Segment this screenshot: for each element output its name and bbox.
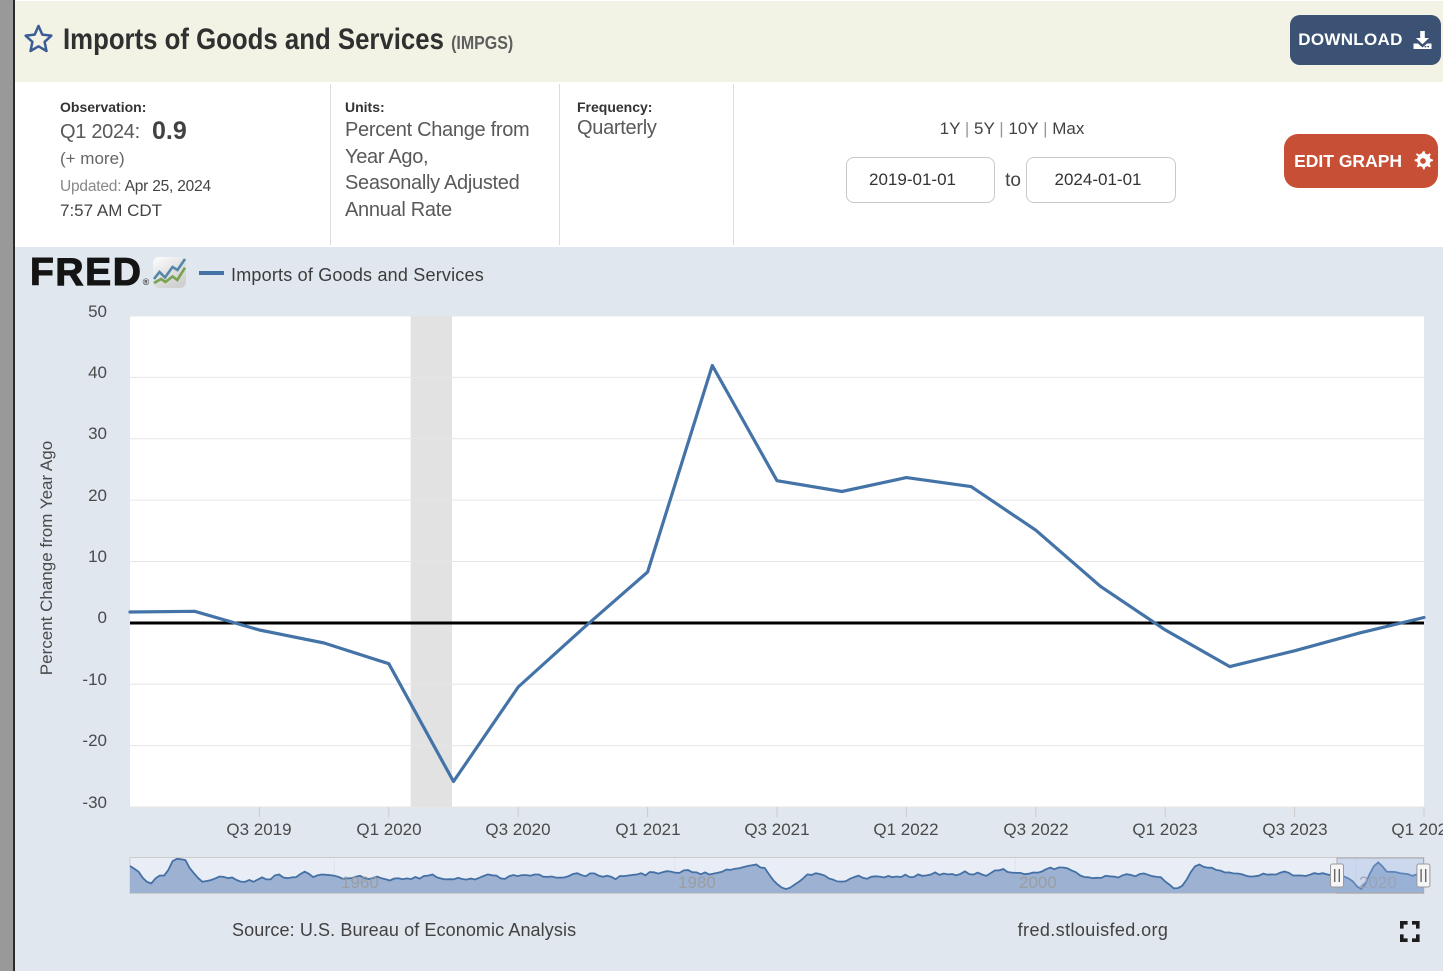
svg-text:2000: 2000	[1019, 873, 1057, 892]
svg-text:1960: 1960	[341, 873, 379, 892]
svg-text:2020: 2020	[1359, 873, 1397, 892]
svg-text:1980: 1980	[678, 873, 716, 892]
